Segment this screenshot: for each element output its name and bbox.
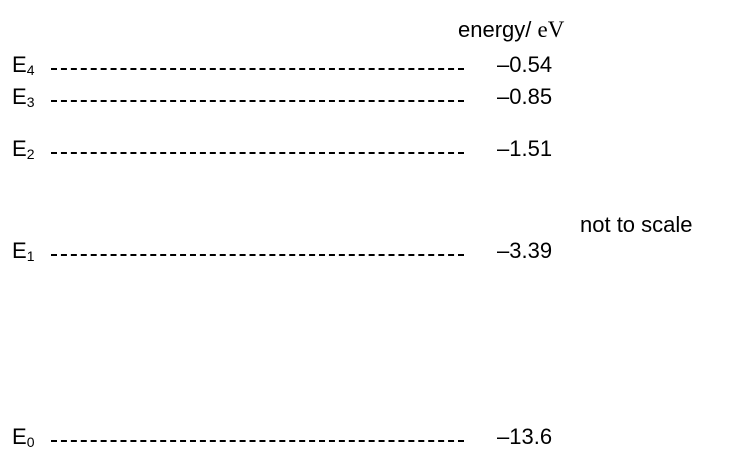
energy-level-e1: E1 –3.39 <box>12 240 612 270</box>
energy-level-e3: E3 –0.85 <box>12 86 612 116</box>
level-label-e3: E3 <box>12 84 35 110</box>
level-energy-e1: –3.39 <box>497 238 553 263</box>
level-energy-e2: –1.51 <box>497 136 553 161</box>
level-label-e2: E2 <box>12 136 35 162</box>
level-label-e0: E0 <box>12 424 35 450</box>
level-symbol: E <box>12 52 27 77</box>
level-energy-e4: –0.54 <box>497 52 553 77</box>
energy-axis-header: energy/ eV <box>458 18 564 41</box>
level-line-e1 <box>51 254 464 256</box>
level-label-e4: E4 <box>12 52 35 78</box>
level-line-e0 <box>51 440 464 442</box>
energy-level-e4: E4 –0.54 <box>12 54 612 84</box>
level-index: 4 <box>26 62 35 78</box>
level-index: 3 <box>26 94 35 110</box>
level-energy-e0: –13.6 <box>497 424 553 449</box>
level-symbol: E <box>12 84 27 109</box>
level-line-e2 <box>51 152 464 154</box>
level-label-e1: E1 <box>12 238 35 264</box>
level-energy-e3: –0.85 <box>497 84 553 109</box>
level-symbol: E <box>12 238 27 263</box>
energy-level-e2: E2 –1.51 <box>12 138 612 168</box>
energy-level-e0: E0 –13.6 <box>12 426 612 456</box>
level-line-e3 <box>51 100 464 102</box>
level-symbol: E <box>12 136 27 161</box>
scale-note: not to scale <box>580 212 693 237</box>
level-index: 1 <box>26 248 35 264</box>
energy-axis-unit: eV <box>537 17 565 42</box>
level-symbol: E <box>12 424 27 449</box>
level-index: 0 <box>26 434 35 450</box>
level-index: 2 <box>26 146 35 162</box>
level-line-e4 <box>51 68 464 70</box>
energy-axis-label: energy/ <box>458 17 532 42</box>
